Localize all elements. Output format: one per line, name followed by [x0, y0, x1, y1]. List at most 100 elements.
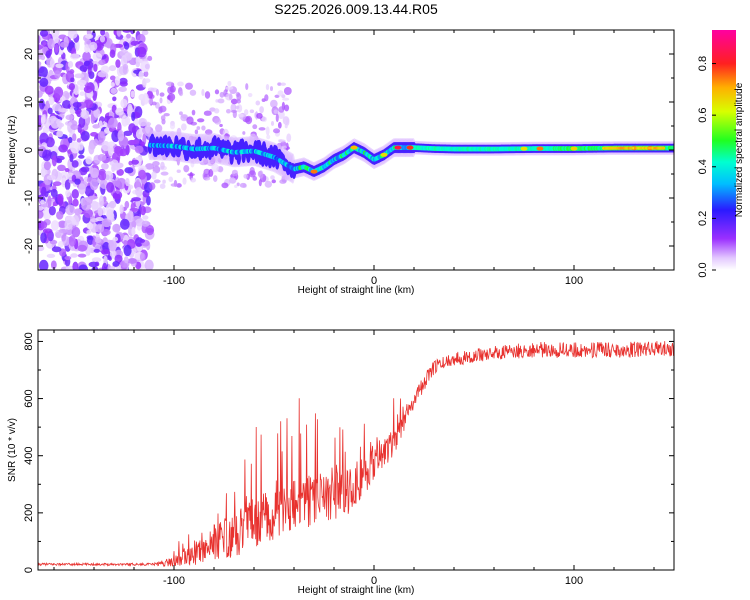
noise-blob	[107, 141, 116, 147]
noise-blob	[230, 109, 238, 113]
noise-blob	[141, 220, 150, 227]
noise-blob	[68, 235, 76, 247]
noise-blob	[86, 222, 94, 230]
noise-blob	[227, 80, 232, 87]
snr-x-label: Height of straight line (km)	[298, 585, 415, 596]
snr-y-tick-label: 400	[23, 447, 35, 465]
noise-blob	[40, 199, 45, 205]
noise-blob	[141, 30, 149, 36]
noise-blob	[97, 154, 107, 162]
noise-blob	[284, 104, 290, 112]
noise-blob	[273, 109, 278, 114]
noise-blob	[245, 115, 253, 125]
noise-blob	[112, 96, 117, 102]
noise-blob	[244, 109, 249, 116]
noise-blob	[74, 110, 81, 115]
track-hotspot	[406, 145, 414, 150]
track-hotspot	[394, 145, 402, 150]
noise-blob	[140, 205, 146, 216]
noise-blob	[38, 66, 48, 79]
noise-blob	[160, 115, 166, 121]
noise-blob	[283, 87, 292, 95]
noise-blob	[112, 223, 121, 233]
noise-blob	[204, 169, 209, 175]
noise-blob	[49, 239, 58, 245]
noise-blob	[236, 182, 240, 187]
noise-blob	[72, 261, 79, 270]
noise-blob	[286, 118, 290, 126]
noise-blob	[201, 125, 206, 131]
noise-blob	[97, 71, 108, 78]
noise-blob	[70, 253, 78, 258]
noise-blob	[178, 90, 184, 97]
noise-blob	[83, 208, 94, 218]
noise-blob	[271, 179, 276, 184]
noise-blob	[112, 260, 120, 267]
noise-blob	[123, 41, 130, 50]
noise-blob	[131, 220, 137, 228]
noise-blob	[71, 218, 77, 226]
snr-x-tick-label: -100	[163, 575, 185, 587]
noise-blob	[236, 92, 242, 101]
noise-blob	[89, 178, 99, 191]
noise-blob	[144, 163, 155, 170]
noise-blob	[213, 108, 220, 114]
noise-blob	[135, 129, 143, 140]
noise-blob	[196, 126, 201, 131]
noise-blob	[101, 229, 111, 236]
noise-blob	[119, 81, 128, 87]
noise-blob	[162, 179, 166, 184]
noise-blob	[109, 266, 116, 270]
noise-blob	[152, 160, 160, 167]
snr-x-axis: -100 0 100	[53, 330, 655, 587]
noise-blob	[68, 83, 75, 91]
noise-blob	[258, 170, 264, 179]
noise-blob	[40, 114, 46, 124]
noise-blob	[107, 117, 118, 129]
noise-blob	[47, 107, 53, 115]
noise-blob	[230, 98, 238, 105]
noise-blob	[252, 124, 258, 130]
noise-blob	[277, 110, 285, 120]
noise-blob	[248, 170, 256, 178]
noise-blob	[278, 139, 286, 143]
noise-blob	[97, 130, 106, 143]
noise-blob	[65, 228, 74, 236]
noise-blob	[127, 210, 134, 222]
noise-blob	[230, 103, 237, 113]
noise-blob	[131, 111, 136, 122]
noise-blob	[95, 223, 105, 233]
noise-blob	[183, 164, 190, 173]
noise-blob	[243, 173, 249, 179]
noise-blob	[155, 124, 163, 133]
noise-blob	[146, 195, 151, 206]
noise-blob	[123, 244, 132, 257]
noise-blob	[256, 112, 263, 119]
noise-blob	[86, 229, 92, 235]
noise-blob	[214, 118, 222, 125]
noise-blob	[50, 30, 57, 34]
noise-blob	[56, 130, 64, 138]
snr-y-tick-label: 0	[23, 567, 35, 573]
noise-blob	[101, 171, 107, 181]
noise-blob	[74, 178, 81, 185]
noise-blob	[191, 109, 196, 116]
track-hotspot	[350, 145, 358, 150]
noise-blob	[258, 127, 266, 131]
noise-blob	[148, 98, 153, 105]
noise-blob	[38, 60, 42, 67]
spectrogram-x-label: Height of straight line (km)	[298, 285, 415, 296]
noise-blob	[82, 197, 93, 206]
noise-blob	[106, 182, 115, 193]
figure-title: S225.2026.009.13.44.R05	[274, 1, 438, 17]
frequency-track	[147, 130, 674, 184]
noise-blob	[97, 206, 103, 217]
noise-blob	[117, 129, 125, 142]
noise-blob	[40, 186, 47, 197]
noise-blob	[80, 109, 90, 119]
noise-blob	[80, 130, 90, 142]
noise-blob	[203, 176, 211, 181]
noise-blob	[38, 259, 49, 270]
noise-blob	[130, 139, 140, 145]
